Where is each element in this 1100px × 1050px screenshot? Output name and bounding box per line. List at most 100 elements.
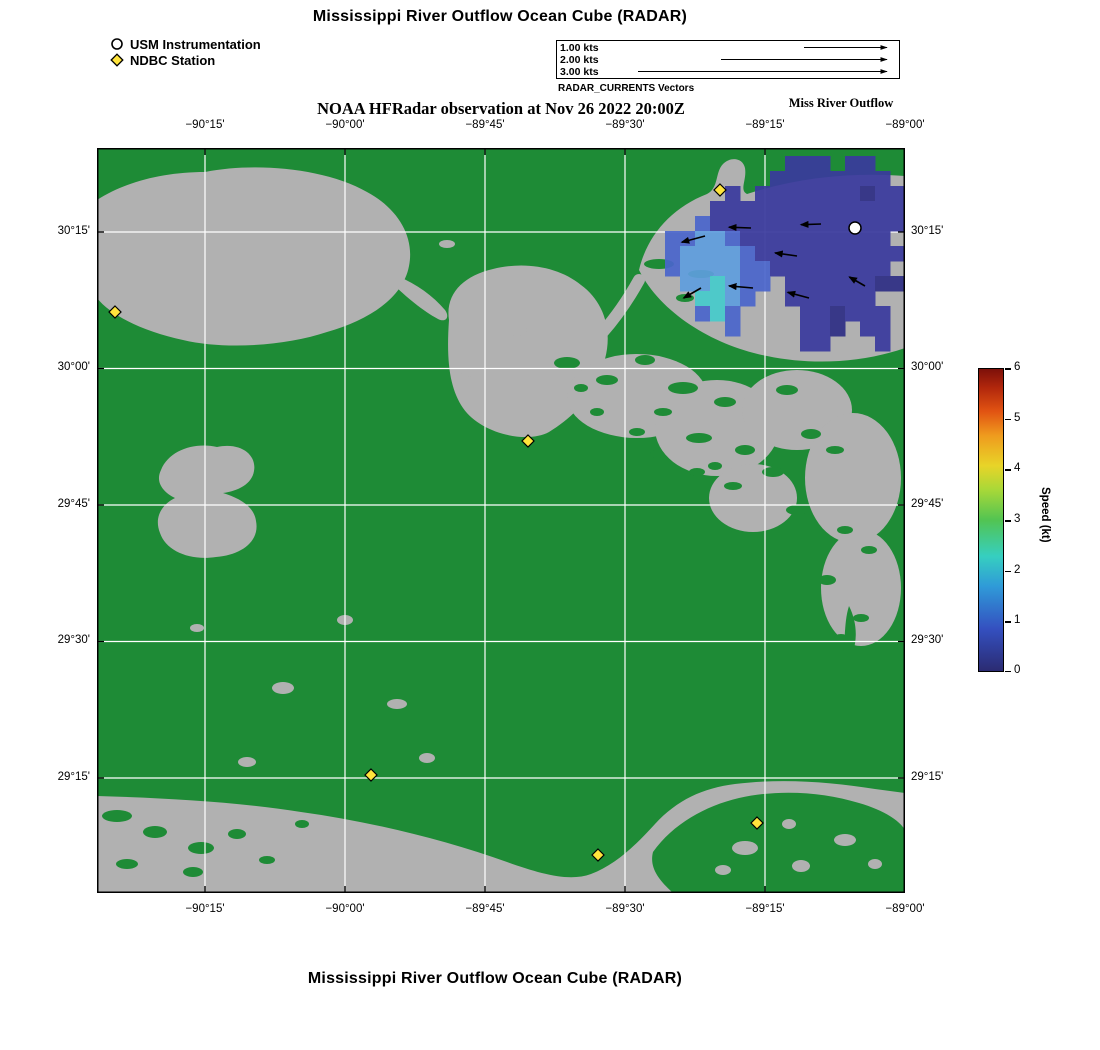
- colorbar-tick: [1005, 368, 1011, 370]
- radar-cell: [665, 261, 681, 277]
- radar-cell: [740, 216, 756, 232]
- radar-cell: [800, 231, 816, 247]
- rigolets-channel: [393, 276, 448, 321]
- radar-cell: [875, 261, 891, 277]
- radar-cell: [725, 186, 741, 202]
- radar-cell: [725, 216, 741, 232]
- lon-tick-label-top: −90°15': [185, 119, 225, 131]
- colorbar-tick-label: 1: [1014, 614, 1021, 627]
- scale-caption: RADAR_CURRENTS Vectors: [558, 83, 695, 94]
- colorbar-tick: [1005, 570, 1011, 573]
- radar-cell: [695, 246, 711, 262]
- radar-cell: [875, 276, 891, 292]
- borgne-sound-pass: [596, 274, 645, 339]
- colorbar-tick-label: 4: [1014, 462, 1021, 475]
- radar-cell: [815, 306, 831, 322]
- radar-cell: [665, 231, 681, 247]
- radar-cell: [710, 246, 726, 262]
- radar-cell: [890, 201, 906, 217]
- lon-tick-label-bottom: −89°15': [745, 903, 785, 915]
- map-frame: [97, 148, 905, 893]
- radar-cell: [785, 276, 801, 292]
- radar-cell: [860, 276, 876, 292]
- radar-cell: [860, 156, 876, 172]
- lat-tick-label-left: 30°15': [57, 225, 90, 237]
- radar-cell: [830, 261, 846, 277]
- radar-cell: [680, 261, 696, 277]
- scale-row-3-label: 3.00 kts: [560, 66, 599, 77]
- observation-subtitle: NOAA HFRadar observation at Nov 26 2022 …: [317, 99, 685, 118]
- radar-cell: [755, 216, 771, 232]
- radar-cell: [875, 246, 891, 262]
- radar-cell: [845, 291, 861, 307]
- lat-tick-label-left: 30°00': [57, 361, 90, 373]
- radar-cell: [725, 276, 741, 292]
- lat-tick-label-right: 29°45': [911, 498, 944, 510]
- scale-row-1-label: 1.00 kts: [560, 42, 599, 54]
- radar-cell: [740, 276, 756, 292]
- radar-cell: [785, 246, 801, 262]
- radar-cell: [815, 201, 831, 217]
- radar-cell: [710, 291, 726, 307]
- radar-cell: [845, 231, 861, 247]
- current-vector: [773, 250, 798, 258]
- radar-cell: [890, 216, 906, 232]
- radar-cell: [695, 216, 711, 232]
- colorbar-tick: [1005, 621, 1011, 623]
- east-marsh-waters: [567, 354, 901, 646]
- radar-cell: [770, 261, 786, 277]
- colorbar-tick: [1005, 670, 1011, 672]
- current-vector: [727, 223, 752, 232]
- radar-cell: [875, 336, 891, 352]
- radar-cell: [800, 156, 816, 172]
- radar-cell: [785, 231, 801, 247]
- radar-cell: [860, 231, 876, 247]
- radar-cell: [875, 186, 891, 202]
- lon-tick-label-bottom: −89°30': [605, 903, 645, 915]
- radar-cell: [845, 306, 861, 322]
- radar-cell: [815, 336, 831, 352]
- radar-cell: [815, 291, 831, 307]
- radar-cell: [830, 276, 846, 292]
- radar-cell: [845, 186, 861, 202]
- radar-cell: [800, 171, 816, 187]
- radar-cell: [725, 231, 741, 247]
- radar-cell: [860, 246, 876, 262]
- lon-tick-label-bottom: −89°00': [885, 903, 925, 915]
- current-vector: [727, 283, 754, 291]
- lon-tick-label-top: −89°45': [465, 119, 505, 131]
- radar-cell: [875, 231, 891, 247]
- stations-layer: [108, 183, 862, 862]
- legend-row-ndbc: NDBC Station: [110, 52, 261, 68]
- radar-cell: [875, 321, 891, 337]
- ndbc-station: [713, 183, 727, 197]
- radar-cell: [785, 156, 801, 172]
- lon-tick-label-bottom: −90°15': [185, 903, 225, 915]
- colorbar-tick-label: 6: [1014, 361, 1021, 373]
- radar-cell: [740, 231, 756, 247]
- radar-cell: [695, 276, 711, 292]
- chandeleur-islands: [843, 606, 856, 657]
- current-vector: [848, 276, 866, 287]
- radar-cell: [725, 321, 741, 337]
- radar-cell: [755, 276, 771, 292]
- ndbc-station: [364, 768, 378, 782]
- radar-cell: [890, 186, 906, 202]
- radar-cell: [800, 201, 816, 217]
- radar-cell: [860, 216, 876, 232]
- vector-scale-arrows: 1.00 kts 2.00 kts 3.00 kts: [560, 42, 888, 78]
- radar-cell: [680, 276, 696, 292]
- inland-ponds: [190, 240, 527, 767]
- current-vector: [799, 220, 822, 228]
- map-svg: [97, 148, 906, 893]
- radar-cell: [845, 201, 861, 217]
- lat-tick-label-right: 30°15': [911, 225, 944, 237]
- map-panel: [97, 148, 906, 893]
- radar-cell: [710, 231, 726, 247]
- radar-cell: [815, 246, 831, 262]
- radar-cell: [845, 171, 861, 187]
- radar-cell: [860, 321, 876, 337]
- ndbc-marker-icon: [110, 53, 124, 67]
- lat-tick-label-right: 30°00': [911, 361, 944, 373]
- radar-cell: [785, 201, 801, 217]
